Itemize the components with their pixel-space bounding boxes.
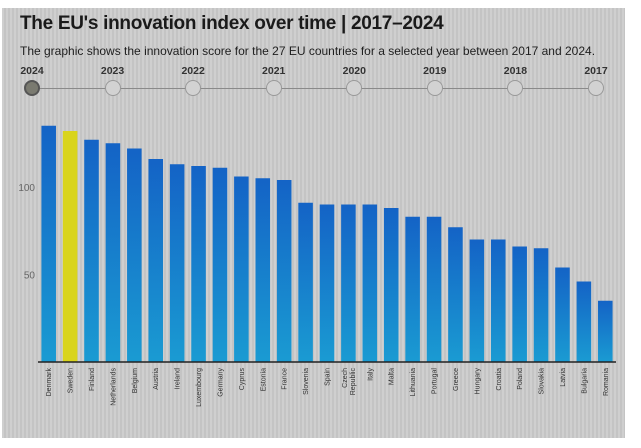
x-tick-label: Austria xyxy=(153,368,160,390)
bar-lithuania[interactable] xyxy=(405,216,420,362)
x-tick-label: Cyprus xyxy=(239,368,246,391)
bar-sweden[interactable] xyxy=(62,131,78,362)
x-tick-label: Spain xyxy=(325,368,332,386)
x-tick-label: Lithuania xyxy=(410,368,417,397)
x-tick-label: Hungary xyxy=(474,368,481,395)
bar-ireland[interactable] xyxy=(169,164,185,362)
chart-panel: The EU's innovation index over time | 20… xyxy=(2,8,625,438)
x-tick-label: Ireland xyxy=(175,368,182,390)
timeline-year-label-2018[interactable]: 2018 xyxy=(503,65,528,77)
bar-malta[interactable] xyxy=(383,208,399,362)
bar-poland[interactable] xyxy=(512,246,527,363)
x-tick-label: Luxembourg xyxy=(196,368,203,407)
bar-slovenia[interactable] xyxy=(298,202,313,362)
x-tick-label: Portugal xyxy=(432,368,439,395)
bar-spain[interactable] xyxy=(319,204,335,363)
bar-finland[interactable] xyxy=(84,139,99,362)
bar-italy[interactable] xyxy=(362,204,378,363)
x-tick-label: Netherlands xyxy=(110,368,117,406)
bar-latvia[interactable] xyxy=(555,267,570,363)
x-tick-label: Slovenia xyxy=(303,368,310,395)
x-tick-label: Romania xyxy=(603,368,610,396)
x-tick-label: Denmark xyxy=(46,368,53,397)
timeline-year-label-2023[interactable]: 2023 xyxy=(100,65,125,77)
bar-czech-republic[interactable] xyxy=(341,204,356,363)
bar-croatia[interactable] xyxy=(490,239,506,363)
bar-greece[interactable] xyxy=(448,227,463,362)
bar-germany[interactable] xyxy=(212,167,228,362)
timeline-year-button-2020[interactable] xyxy=(346,80,363,96)
bar-hungary[interactable] xyxy=(469,239,485,363)
timeline-year-label-2017[interactable]: 2017 xyxy=(584,65,608,77)
x-tick-label: Germany xyxy=(217,368,224,397)
timeline-year-button-2023[interactable] xyxy=(104,80,121,96)
x-tick-label: Czech xyxy=(342,368,349,388)
timeline-year-label-2019[interactable]: 2019 xyxy=(423,65,447,77)
timeline-year-button-2017[interactable] xyxy=(588,80,604,96)
timeline-year-button-2021[interactable] xyxy=(265,80,282,96)
bar-netherlands[interactable] xyxy=(105,143,121,362)
bar-belgium[interactable] xyxy=(127,148,142,363)
x-tick-label: Estonia xyxy=(260,368,267,391)
bar-austria[interactable] xyxy=(148,159,164,362)
bar-chart: 50 100 Denmark Sweden Finland Netherlands Belg… xyxy=(18,125,616,407)
year-timeline-slider[interactable]: 2024 2023 2022 2021 2020 2019 2018 2017 xyxy=(2,8,625,108)
timeline-year-button-2022[interactable] xyxy=(185,80,202,96)
x-tick-label: Latvia xyxy=(560,368,567,387)
x-tick-label: Republic xyxy=(350,368,357,396)
timeline-year-button-2019[interactable] xyxy=(426,80,443,96)
y-tick-label: 50 xyxy=(24,271,36,282)
timeline-year-label-2022[interactable]: 2022 xyxy=(181,65,205,77)
x-tick-label: Italy xyxy=(367,368,374,381)
timeline-year-button-2024[interactable] xyxy=(24,80,40,96)
x-tick-label: Sweden xyxy=(68,368,75,393)
timeline-year-label-2020[interactable]: 2020 xyxy=(342,65,366,77)
bar-cyprus[interactable] xyxy=(234,176,249,363)
bar-france[interactable] xyxy=(276,180,292,362)
x-tick-label: Greece xyxy=(453,368,460,391)
bar-estonia[interactable] xyxy=(255,178,271,362)
bar-denmark[interactable] xyxy=(41,125,56,362)
x-tick-label: Slovakia xyxy=(539,368,546,395)
bar-slovakia[interactable] xyxy=(533,248,549,362)
timeline-year-label-2021[interactable]: 2021 xyxy=(262,65,286,77)
timeline-year-button-2018[interactable] xyxy=(507,80,524,96)
y-tick-label: 100 xyxy=(18,183,35,194)
x-tick-label: France xyxy=(282,368,289,390)
timeline-year-label-2024[interactable]: 2024 xyxy=(20,65,44,77)
x-tick-label: Bulgaria xyxy=(581,368,588,394)
x-tick-label: Poland xyxy=(517,368,524,390)
x-tick-label: Finland xyxy=(89,368,96,391)
page-title: The EU's innovation index over time | 20… xyxy=(20,13,444,34)
x-tick-label: Croatia xyxy=(496,368,503,391)
bar-romania[interactable] xyxy=(598,300,613,362)
timeline-track xyxy=(32,88,596,89)
page-subtitle: The graphic shows the innovation score f… xyxy=(20,44,596,58)
bar-bulgaria[interactable] xyxy=(576,281,592,363)
bar-luxembourg[interactable] xyxy=(191,166,206,362)
x-tick-label: Malta xyxy=(389,368,396,385)
x-tick-label: Belgium xyxy=(132,368,139,393)
bar-portugal[interactable] xyxy=(426,216,442,362)
